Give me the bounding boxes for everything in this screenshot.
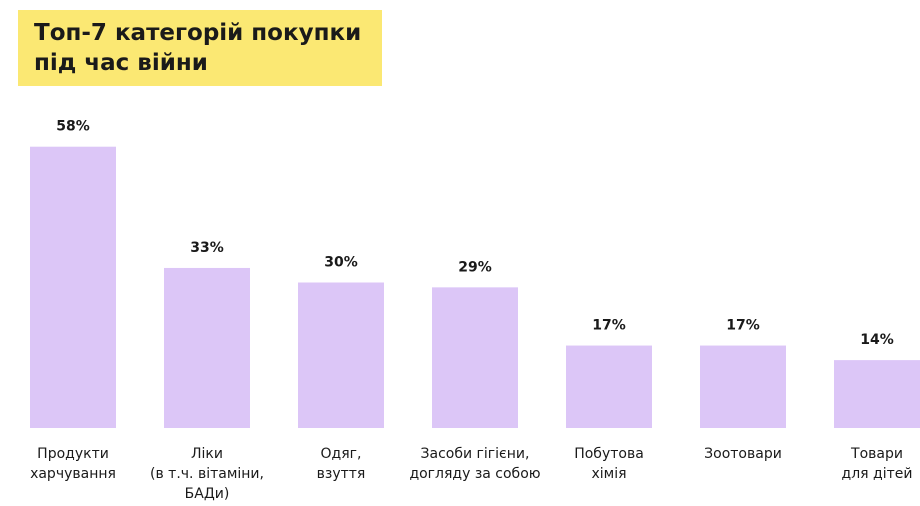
bar — [700, 345, 786, 428]
x-tick-label: Одяг, взуття — [317, 446, 366, 482]
bar — [432, 287, 518, 428]
bar — [164, 267, 250, 428]
x-tick-label: Товари для дітей — [842, 446, 913, 482]
x-tick-label: Зоотовари — [704, 446, 782, 462]
x-tick-label: Ліки (в т.ч. вітаміни, БАДи) — [150, 446, 264, 502]
x-tick-label: Продукти харчування — [30, 446, 116, 482]
title-box — [18, 10, 382, 86]
chart-title: Топ-7 категорій покупки під час війни — [34, 20, 361, 76]
bar — [834, 360, 920, 428]
x-tick-label: Засоби гігієни, догляду за собою — [409, 446, 540, 482]
value-label: 17% — [726, 318, 760, 334]
value-label: 58% — [56, 119, 90, 135]
x-tick-label: Побутова хімія — [574, 446, 644, 482]
bar — [30, 146, 116, 428]
value-label: 33% — [190, 240, 224, 256]
value-label: 14% — [860, 332, 894, 348]
bar — [298, 282, 384, 428]
bar — [566, 345, 652, 428]
value-label: 17% — [592, 318, 626, 334]
value-label: 30% — [324, 255, 358, 271]
value-label: 29% — [458, 259, 492, 275]
